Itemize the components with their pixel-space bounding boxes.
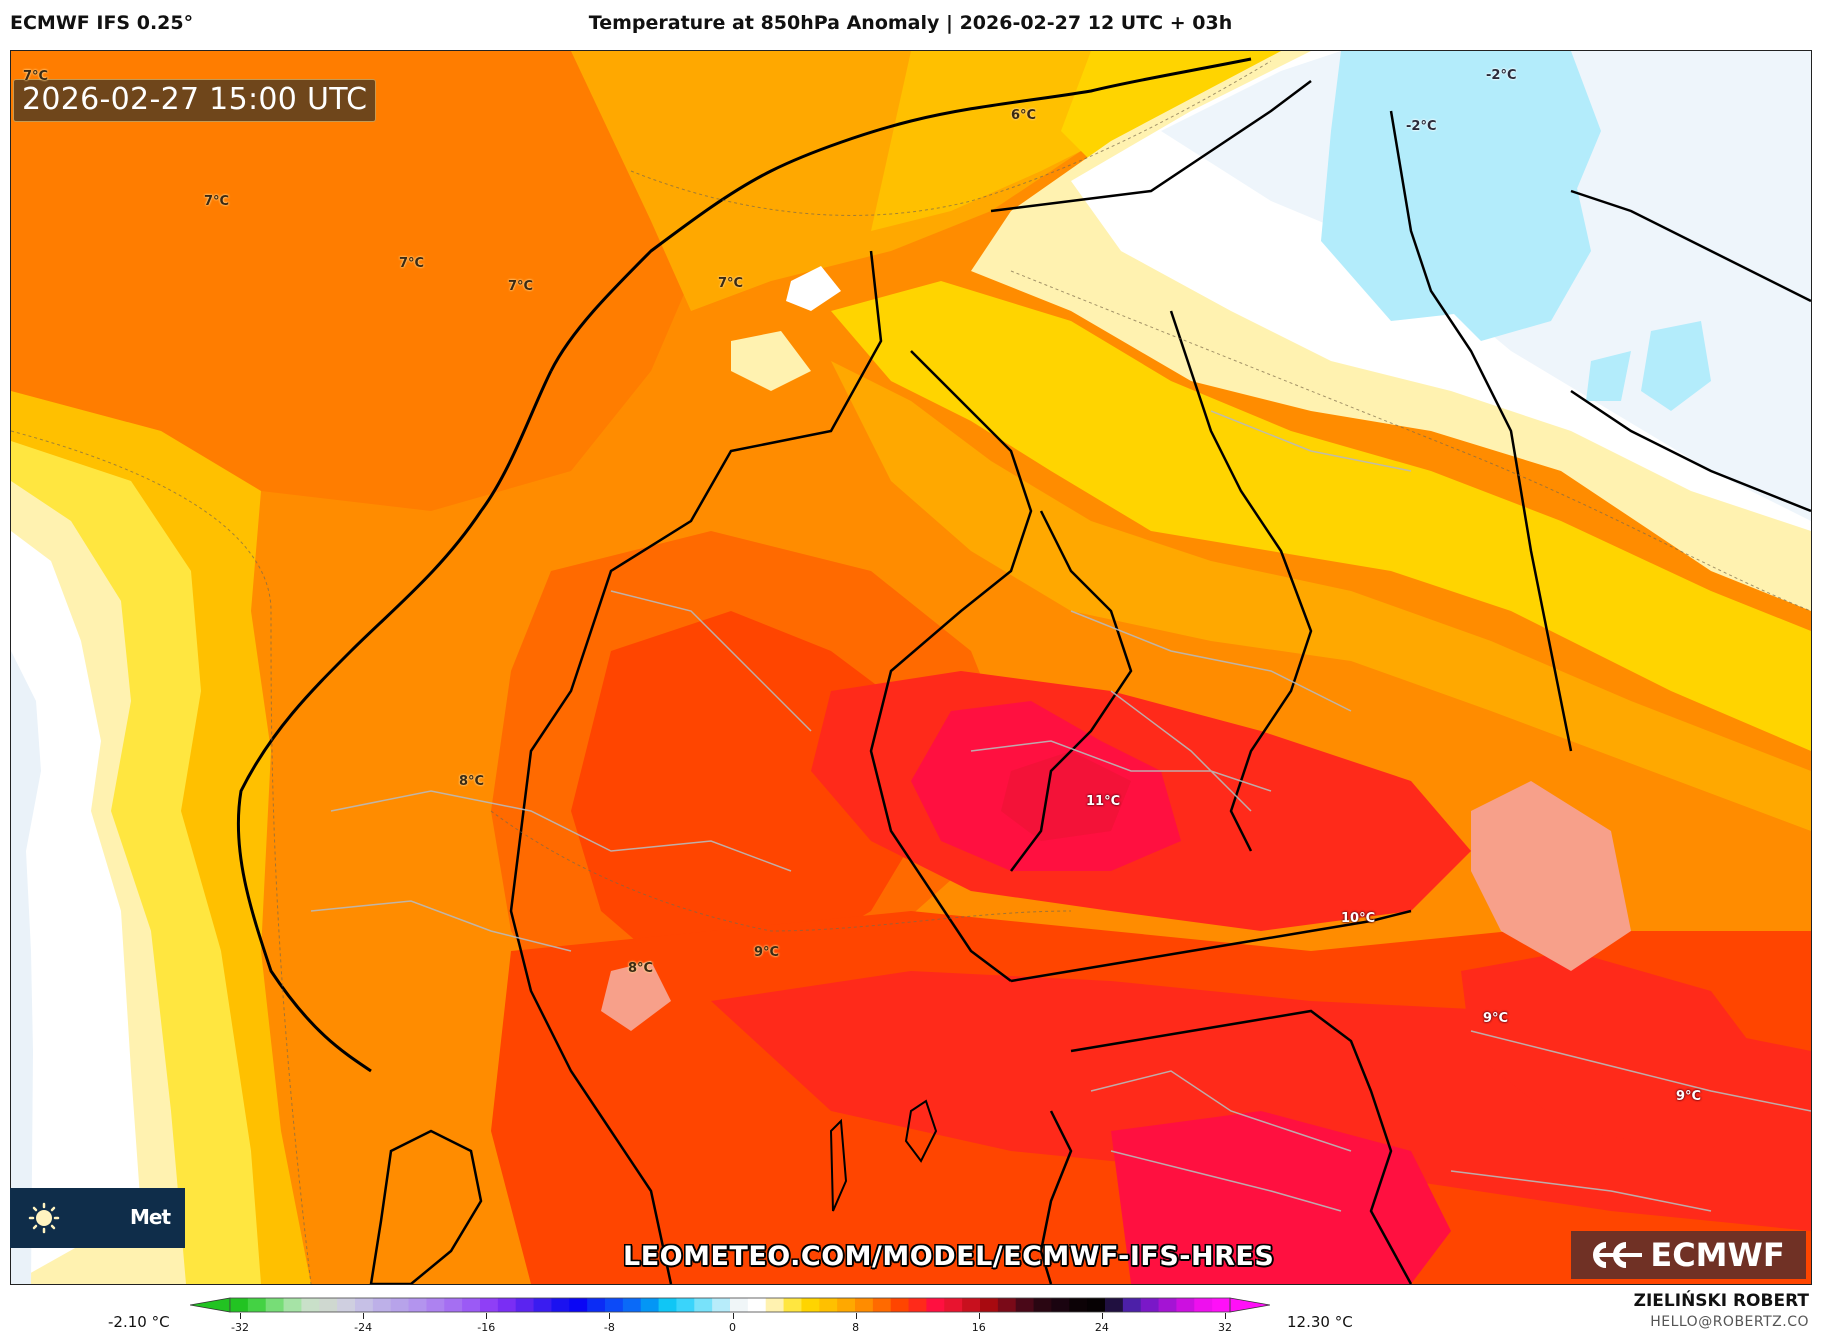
colorbar-max-label: 12.30 °C [1287, 1313, 1353, 1331]
colorbar-tick-label: -16 [477, 1321, 496, 1334]
ecmwf-logo-icon [1593, 1242, 1643, 1268]
colorbar-tick [1101, 1313, 1103, 1319]
colorbar-tick-label: 32 [1218, 1321, 1232, 1334]
temperature-anomaly-map[interactable]: 2026-02-27 15:00 UTC 7°C 7°C 7°C 7°C 6°C 7°C -… [10, 50, 1812, 1285]
colorbar-tick [978, 1313, 980, 1319]
temperature-label: 8°C [628, 961, 654, 976]
model-name: ECMWF IFS 0.25° [10, 12, 194, 34]
temperature-label: 7°C [23, 69, 49, 84]
colorbar-tick-label: 24 [1094, 1321, 1109, 1334]
temperature-label: 11°C [1086, 794, 1121, 809]
temperature-label: 7°C [399, 256, 425, 271]
colorbar-tick-label: 0 [729, 1321, 736, 1334]
colorbar-tick-label: 8 [852, 1321, 860, 1334]
temperature-label: 8°C [459, 774, 485, 789]
colorbar-tick [855, 1313, 857, 1319]
colorbar-tick [732, 1313, 734, 1319]
author-name: ZIELIŃSKI ROBERT [1633, 1291, 1809, 1311]
colorbar-tick-label: -8 [603, 1321, 615, 1334]
temperature-label: -2°C [1486, 68, 1517, 83]
meteo-badge[interactable]: Met [10, 1188, 185, 1248]
colorbar-tick-label: 16 [971, 1321, 986, 1334]
meteo-badge-text: Met [130, 1205, 171, 1229]
colorbar-min-label: -2.10 °C [108, 1313, 170, 1331]
sun-icon [28, 1202, 60, 1234]
colorbar-tick [609, 1313, 611, 1319]
colorbar-tick [1225, 1313, 1226, 1319]
temperature-label: -2°C [1406, 119, 1437, 134]
colorbar-tick-label: -32 [231, 1321, 249, 1334]
temperature-label: 9°C [1483, 1011, 1509, 1026]
author-email[interactable]: HELLO@ROBERTZ.CO [1650, 1314, 1809, 1330]
chart-title: Temperature at 850hPa Anomaly | 2026-02-… [588, 12, 1233, 34]
map-field [11, 51, 1811, 1284]
temperature-label: 7°C [718, 276, 744, 291]
colorbar-tick [363, 1313, 365, 1319]
colorbar-tick-label: -24 [354, 1321, 373, 1334]
temperature-label: 10°C [1341, 911, 1376, 926]
temperature-label: 9°C [754, 945, 780, 960]
temperature-label: 9°C [1676, 1089, 1702, 1104]
source-watermark: LEOMETEO.COM/MODEL/ECMWF-IFS-HRES [623, 1241, 1275, 1272]
ecmwf-logo: ECMWF [1571, 1231, 1806, 1279]
valid-time-badge: 2026-02-27 15:00 UTC [13, 79, 377, 122]
temperature-label: 7°C [508, 279, 534, 294]
temperature-label: 7°C [204, 194, 230, 209]
ecmwf-logo-text: ECMWF [1650, 1236, 1785, 1274]
colorbar-tick [486, 1313, 488, 1319]
colorbar-tick [240, 1313, 241, 1319]
colorbar [190, 1297, 1270, 1313]
temperature-label: 6°C [1011, 108, 1037, 123]
